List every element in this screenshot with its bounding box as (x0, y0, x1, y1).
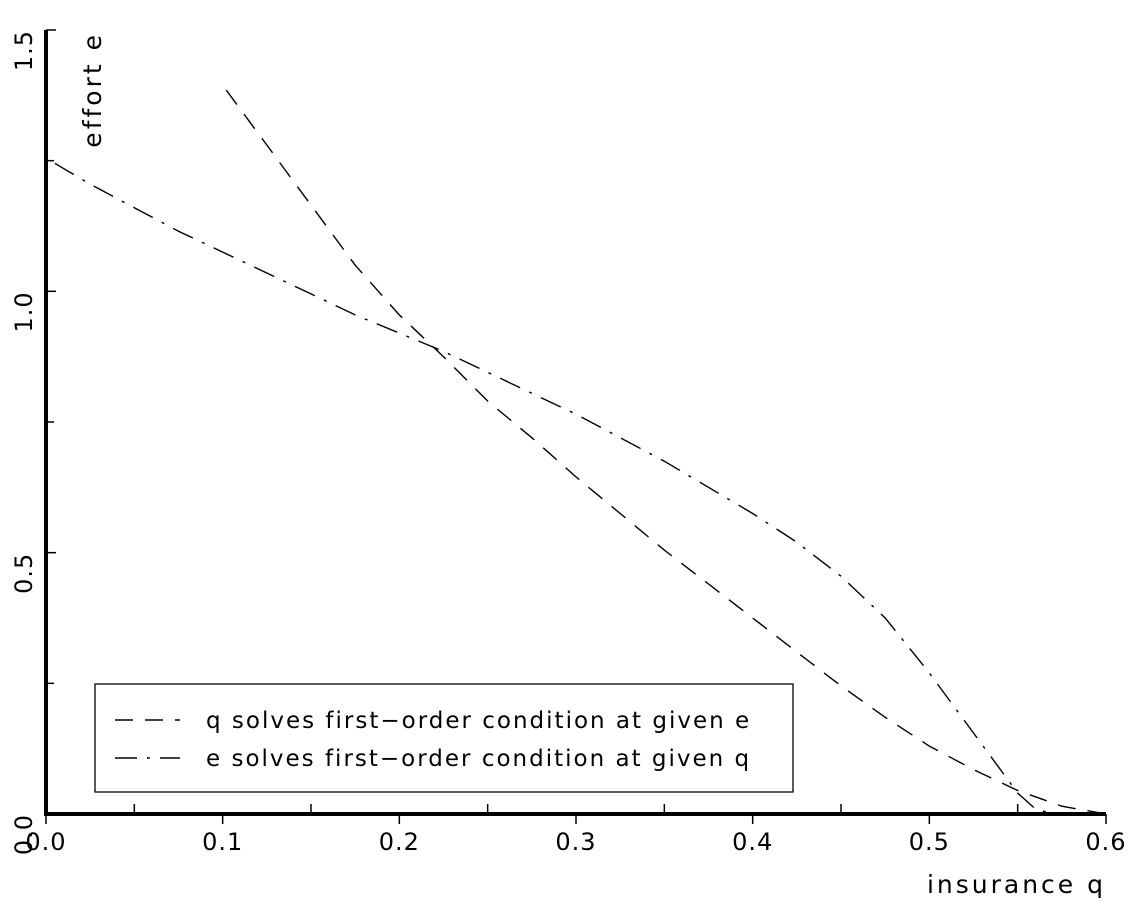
x-tick-label: 0.6 (1085, 828, 1126, 856)
series-layer (54, 89, 1107, 815)
y-tick-label: 0.5 (10, 553, 38, 594)
legend-box (94, 683, 794, 793)
y-tick-label: 0.0 (10, 814, 38, 855)
y-tick-label: 1.5 (10, 30, 38, 71)
legend-label-2: e solves first−order condition at given … (206, 746, 751, 772)
series-line-2 (54, 162, 1106, 815)
x-tick-label: 0.2 (379, 828, 420, 856)
x-tick-label: 0.3 (555, 828, 596, 856)
x-axis-label: insurance q (927, 870, 1106, 899)
axes: 0.0 0.1 0.2 0.3 0.4 0.5 0.6 0.0 0.5 1.0 1.5 insuran… (10, 29, 1126, 899)
y-axis-label: effort e (78, 32, 107, 148)
legend: q solves first−order condition at given … (94, 683, 794, 793)
x-tick-label: 0.0 (25, 828, 66, 856)
x-tick-label: 0.1 (202, 828, 243, 856)
series-line-1 (225, 89, 1107, 815)
y-tick-label: 1.0 (10, 291, 38, 332)
legend-label-1: q solves first−order condition at given … (206, 708, 751, 734)
x-tick-label: 0.4 (732, 828, 773, 856)
x-tick-label: 0.5 (909, 828, 950, 856)
